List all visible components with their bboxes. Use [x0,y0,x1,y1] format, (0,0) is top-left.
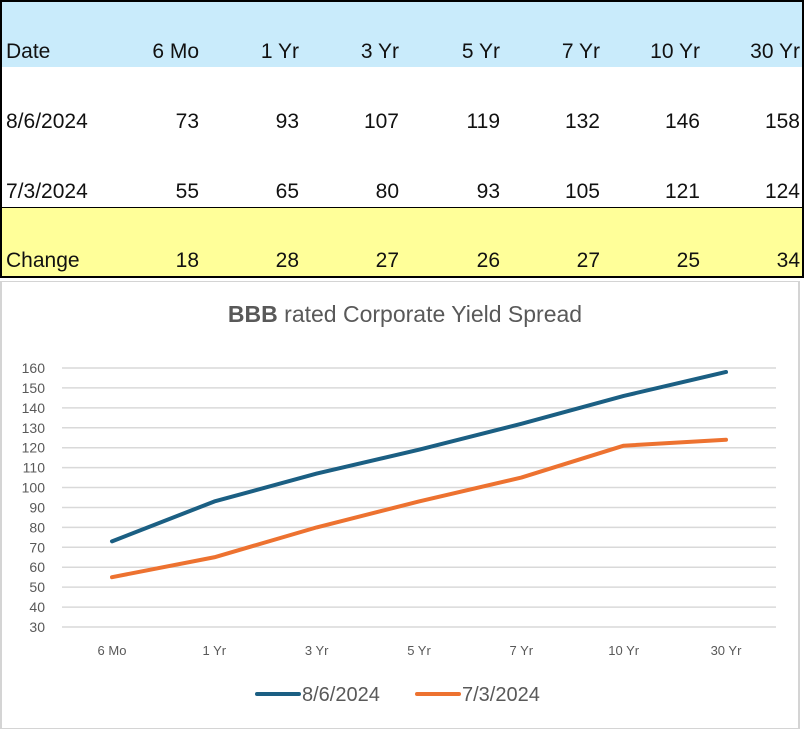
series-line-8-6-2024 [112,372,726,541]
cell-value: 105 [520,180,600,204]
cell-value: 124 [720,180,800,204]
cell-value: 65 [219,180,299,204]
header-date: Date [6,40,50,64]
x-tick-label: 5 Yr [407,643,431,658]
table-row: 7/3/2024 55 65 80 93 105 121 124 [2,137,802,208]
y-tick-label: 80 [29,519,45,535]
table-row: 8/6/2024 73 93 107 119 132 146 158 [2,67,802,137]
x-tick-label: 6 Mo [98,643,127,658]
chart-title: BBB rated Corporate Yield Spread [228,301,582,327]
change-value: 26 [420,249,500,273]
cell-value: 132 [520,110,600,134]
legend-label: 7/3/2024 [462,684,540,706]
header-1yr: 1 Yr [219,40,299,64]
y-tick-label: 40 [29,599,45,615]
chart-title-bold: BBB [228,301,278,327]
cell-value: 121 [620,180,700,204]
legend-label: 8/6/2024 [302,684,380,706]
y-tick-label: 130 [22,420,46,436]
y-tick-label: 70 [29,539,45,555]
change-value: 25 [620,249,700,273]
header-6mo: 6 Mo [119,40,199,64]
cell-value: 107 [319,110,399,134]
table-header-row: Date 6 Mo 1 Yr 3 Yr 5 Yr 7 Yr 10 Yr 30 Y… [2,2,802,67]
change-value: 27 [520,249,600,273]
change-row: Change 18 28 27 26 27 25 34 [2,208,802,276]
y-tick-label: 30 [29,619,45,635]
chart-legend: 8/6/2024 7/3/2024 [257,684,540,706]
change-label: Change [6,249,80,273]
change-value: 28 [219,249,299,273]
y-tick-label: 160 [22,360,46,376]
chart-panel: BBB rated Corporate Yield Spread 160 150 1… [0,281,800,729]
x-tick-label: 3 Yr [305,643,329,658]
y-tick-label: 60 [29,559,45,575]
change-value: 34 [720,249,800,273]
y-tick-label: 140 [22,400,46,416]
x-tick-label: 30 Yr [711,643,743,658]
chart-title-rest: rated Corporate Yield Spread [278,301,582,327]
x-tick-label: 1 Yr [203,643,227,658]
change-value: 18 [119,249,199,273]
y-tick-label: 50 [29,579,45,595]
y-tick-label: 100 [22,480,46,496]
y-tick-label: 110 [23,460,46,476]
y-tick-label: 150 [22,380,46,396]
cell-value: 119 [420,110,500,134]
header-10yr: 10 Yr [620,40,700,64]
header-30yr: 30 Yr [720,40,800,64]
cell-value: 93 [420,180,500,204]
header-3yr: 3 Yr [319,40,399,64]
row-date: 7/3/2024 [6,180,88,204]
y-tick-label: 120 [22,440,46,456]
cell-value: 146 [620,110,700,134]
header-5yr: 5 Yr [420,40,500,64]
row-date: 8/6/2024 [6,110,88,134]
change-value: 27 [319,249,399,273]
cell-value: 73 [119,110,199,134]
y-tick-label: 90 [29,499,45,515]
header-7yr: 7 Yr [520,40,600,64]
cell-value: 158 [720,110,800,134]
series-line-7-3-2024 [112,440,726,577]
spread-table: Date 6 Mo 1 Yr 3 Yr 5 Yr 7 Yr 10 Yr 30 Y… [0,0,804,278]
line-chart: BBB rated Corporate Yield Spread 160 150 1… [2,282,798,728]
cell-value: 55 [119,180,199,204]
x-tick-label: 7 Yr [510,643,534,658]
cell-value: 93 [219,110,299,134]
x-tick-label: 10 Yr [608,643,640,658]
cell-value: 80 [319,180,399,204]
